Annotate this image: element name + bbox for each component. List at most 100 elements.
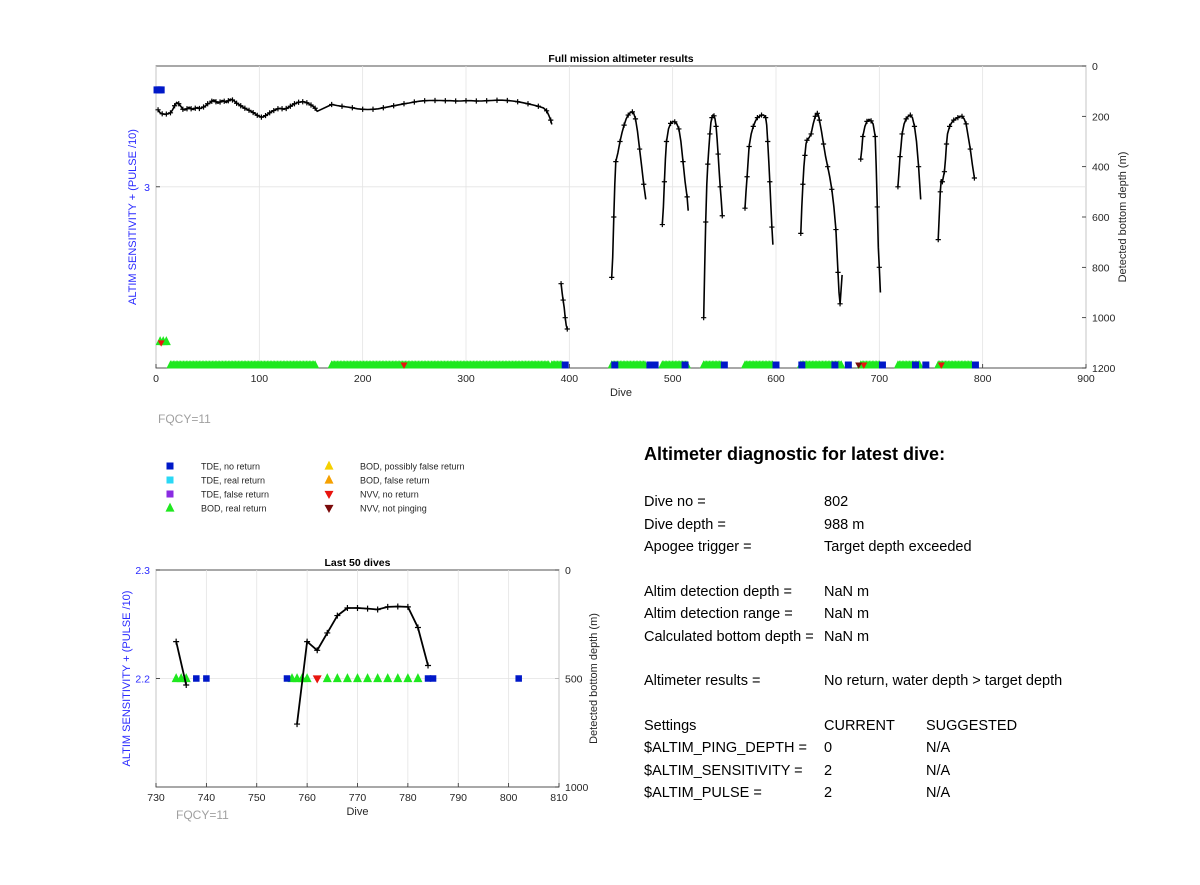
depth-point: [625, 112, 631, 118]
depth-point: [941, 169, 948, 175]
right-y-tick-label: 200: [1092, 111, 1110, 123]
depth-point: [339, 103, 345, 109]
depth-point: [425, 662, 432, 669]
bod-real-marker: [161, 336, 171, 346]
depth-point: [641, 181, 647, 187]
depth-point: [360, 106, 366, 112]
legend-marker: [324, 474, 334, 484]
depth-point: [860, 133, 866, 140]
x-tick-label: 800: [974, 373, 992, 385]
depth-point: [967, 146, 973, 152]
depth-point: [304, 100, 310, 106]
diag-label: Altim detection range =: [644, 606, 793, 622]
bod-real-marker: [322, 673, 332, 683]
depth-point: [767, 179, 773, 185]
depth-point: [717, 184, 723, 190]
depth-point: [750, 123, 756, 129]
depth-point: [617, 138, 623, 145]
depth-point: [808, 131, 814, 137]
depth-point: [380, 105, 386, 111]
depth-point: [744, 174, 750, 180]
depth-point: [364, 605, 371, 612]
depth-point: [947, 123, 953, 129]
setting-label: $ALTIM_SENSITIVITY =: [644, 762, 803, 779]
right-y-tick-label: 1000: [1092, 313, 1116, 325]
depth-point: [308, 102, 314, 108]
diag-value: NaN m: [824, 606, 870, 622]
right-y-tick-label: 600: [1092, 212, 1110, 224]
tde-no-return-marker: [157, 86, 165, 94]
x-tick-label: 740: [198, 792, 216, 804]
depth-point: [798, 230, 804, 236]
legend-marker: [166, 476, 174, 484]
depth-point: [876, 264, 882, 270]
depth-point: [680, 159, 686, 165]
left-y-tick-label: 2.2: [135, 674, 150, 686]
x-tick-label: 500: [664, 373, 682, 385]
depth-point: [432, 97, 438, 104]
legend-label: TDE, no return: [201, 462, 260, 472]
diag-row-dive-depth: Dive depth = 988 m: [644, 514, 1184, 537]
x-tick-label: 770: [349, 792, 367, 804]
x-tick-label: 790: [449, 792, 467, 804]
marker-legend: TDE, no return TDE, real return TDE, false…: [165, 460, 465, 514]
bod-real-marker: [302, 673, 312, 683]
depth-point: [816, 117, 822, 123]
depth-point: [707, 131, 713, 137]
depth-point: [814, 110, 820, 116]
tde-no-return-marker: [646, 361, 654, 369]
depth-point: [939, 179, 945, 185]
depth-point: [246, 107, 252, 113]
right-y-tick-label: 800: [1092, 262, 1110, 274]
depth-point: [895, 184, 901, 190]
tde-no-return-marker: [922, 361, 930, 369]
depth-point: [833, 226, 839, 233]
legend-marker: [165, 502, 175, 512]
tde-no-return-marker: [283, 675, 291, 682]
setting-current: 2: [824, 762, 833, 779]
diag-value: NaN m: [824, 628, 870, 645]
legend-label: BOD, false return: [360, 476, 430, 486]
settings-header-label: Settings: [644, 717, 697, 734]
tde-no-return-marker: [611, 361, 619, 369]
right-y-tick-label: 1200: [1092, 363, 1116, 375]
diag-row-apogee-trigger: Apogee trigger = Target depth exceeded: [644, 536, 1184, 559]
x-axis-label: Dive: [610, 387, 632, 399]
diagnostic-panel: Altimeter diagnostic for latest dive: Di…: [644, 444, 1184, 805]
depth-point: [769, 224, 775, 230]
tde-no-return-marker: [561, 361, 569, 369]
depth-point: [959, 113, 965, 119]
depth-point: [258, 114, 264, 120]
nvv-no-return-marker: [937, 362, 945, 369]
tde-no-return-marker: [720, 361, 728, 369]
depth-point: [746, 143, 752, 150]
depth-point: [763, 114, 769, 121]
bod-real-marker: [383, 673, 393, 683]
x-tick-label: 0: [153, 373, 159, 385]
bod-real-marker: [413, 673, 423, 683]
depth-point: [384, 603, 391, 610]
depth-point: [167, 110, 174, 116]
depth-point: [663, 138, 670, 145]
depth-point: [404, 603, 411, 610]
depth-point: [837, 301, 843, 307]
x-tick-label: 760: [298, 792, 316, 804]
depth-point: [632, 116, 639, 122]
depth-point: [701, 315, 707, 321]
depth-point: [754, 114, 760, 121]
settings-header: Settings CURRENT SUGGESTED: [644, 715, 1184, 738]
x-tick-label: 600: [767, 373, 785, 385]
bod-real-marker: [393, 673, 403, 683]
depth-point: [637, 146, 643, 152]
depth-point: [765, 138, 771, 145]
last-50-dives-chart: 730 740 750 760 770 780 790 800 810 0 500 1000 Last …: [121, 557, 600, 822]
legend-label: NVV, not pinging: [360, 504, 427, 514]
depth-point: [971, 175, 977, 181]
depth-point: [812, 113, 818, 119]
depth-point: [705, 161, 711, 167]
depth-point: [659, 221, 665, 228]
depth-point: [558, 281, 564, 287]
left-y-tick-label: 2.3: [135, 565, 150, 577]
setting-current: 0: [824, 740, 833, 756]
depth-point: [324, 629, 331, 636]
